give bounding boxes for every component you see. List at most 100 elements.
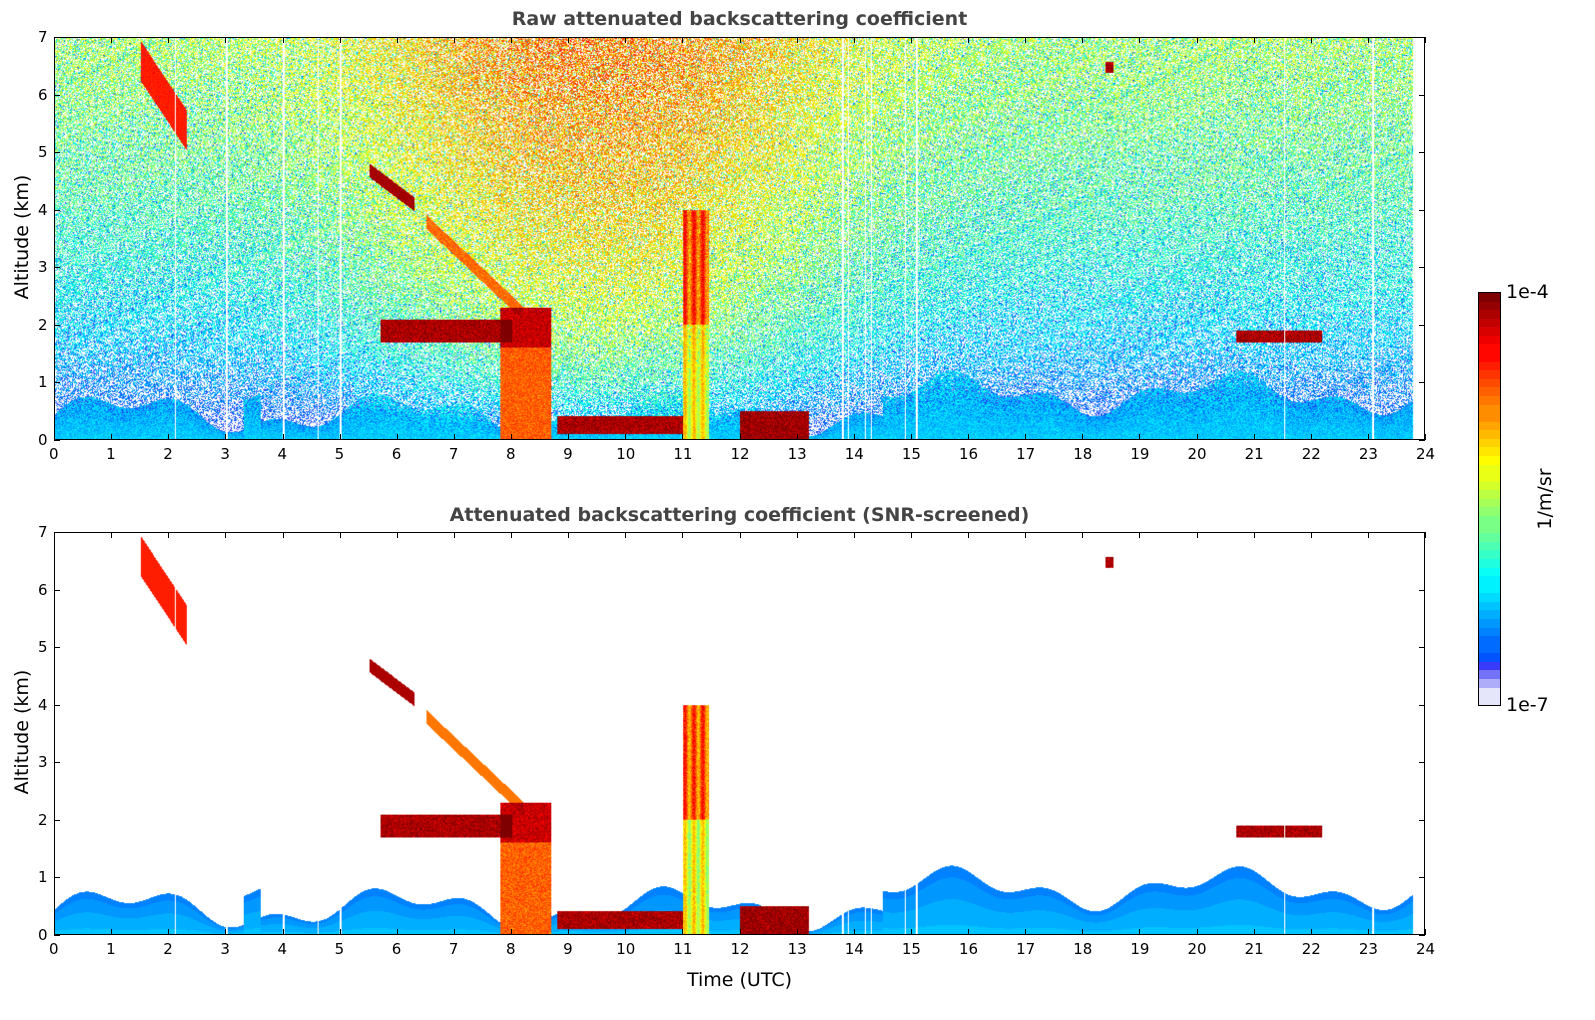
x-tick-mark xyxy=(511,929,512,935)
y-tick-mark xyxy=(1419,382,1425,384)
x-tick-mark xyxy=(796,37,798,43)
x-tick-mark xyxy=(568,532,570,538)
x-tick-mark xyxy=(968,37,969,43)
x-tick-label: 20 xyxy=(1187,940,1207,958)
y-tick-label: 7 xyxy=(38,28,48,46)
x-tick-mark xyxy=(682,532,684,538)
x-tick-mark xyxy=(339,532,341,538)
x-tick-label: 14 xyxy=(844,445,864,463)
x-tick-mark xyxy=(1310,929,1312,935)
x-tick-mark xyxy=(282,434,284,440)
x-tick-mark xyxy=(739,532,741,538)
colorbar-swatch xyxy=(1479,404,1500,414)
x-axis-label: Time (UTC) xyxy=(686,969,793,991)
x-tick-mark xyxy=(968,929,969,935)
y-tick-mark xyxy=(54,532,60,533)
y-tick-mark xyxy=(54,324,60,326)
raw-heatmap xyxy=(54,37,1425,440)
x-tick-mark xyxy=(1425,37,1426,43)
x-tick-mark xyxy=(396,37,398,43)
x-tick-mark xyxy=(796,929,798,935)
colorbar-swatch xyxy=(1479,310,1500,319)
colorbar-swatch xyxy=(1479,524,1500,534)
x-tick-mark xyxy=(1253,532,1255,538)
x-tick-mark xyxy=(453,434,455,440)
y-tick-mark xyxy=(54,589,60,591)
x-tick-mark xyxy=(968,532,969,538)
x-tick-mark xyxy=(168,37,170,43)
x-tick-mark xyxy=(1425,532,1426,538)
x-tick-label: 2 xyxy=(163,445,173,463)
x-tick-mark xyxy=(625,929,627,935)
y-tick-label: 5 xyxy=(38,143,48,162)
colorbar-swatch xyxy=(1479,344,1500,354)
y-tick-label: 3 xyxy=(38,258,48,277)
colorbar-swatch xyxy=(1479,473,1500,482)
x-tick-label: 7 xyxy=(448,940,459,958)
x-tick-mark xyxy=(910,434,912,440)
x-tick-label: 0 xyxy=(49,940,59,958)
x-tick-label: 3 xyxy=(220,445,230,463)
y-tick-mark xyxy=(54,382,60,384)
x-tick-mark xyxy=(225,532,227,538)
x-tick-label: 0 xyxy=(49,445,59,463)
x-tick-label: 16 xyxy=(959,445,979,463)
x-tick-mark xyxy=(168,434,170,440)
y-tick-label: 7 xyxy=(38,523,48,541)
colorbar-swatch xyxy=(1479,413,1500,422)
x-tick-mark xyxy=(1253,929,1255,935)
x-tick-mark xyxy=(339,929,341,935)
y-tick-mark xyxy=(1419,324,1425,326)
x-tick-mark xyxy=(225,37,227,43)
x-tick-label: 6 xyxy=(391,940,402,958)
x-tick-mark xyxy=(453,37,455,43)
top-y-axis-label: Altitude (km) xyxy=(11,174,33,300)
bottom-plot-title: Attenuated backscattering coefficient (S… xyxy=(449,504,1030,526)
x-tick-mark xyxy=(568,434,570,440)
x-tick-mark xyxy=(739,929,741,935)
x-tick-mark xyxy=(910,532,912,538)
x-tick-mark xyxy=(1082,434,1084,440)
y-tick-mark xyxy=(54,647,60,649)
colorbar-swatch xyxy=(1479,644,1500,654)
x-tick-label: 8 xyxy=(506,445,516,463)
x-tick-mark xyxy=(796,532,798,538)
x-tick-label: 14 xyxy=(844,940,864,958)
y-tick-label: 4 xyxy=(38,200,48,219)
x-tick-label: 24 xyxy=(1416,445,1436,463)
x-tick-label: 8 xyxy=(506,940,516,958)
y-tick-label: 0 xyxy=(38,431,48,449)
y-tick-mark xyxy=(1419,152,1425,154)
x-tick-label: 10 xyxy=(616,940,636,958)
colorbar-swatch xyxy=(1479,421,1500,431)
x-tick-label: 16 xyxy=(959,940,979,958)
x-tick-label: 19 xyxy=(1130,940,1150,958)
x-tick-mark xyxy=(568,929,570,935)
colorbar-min-label: 1e-7 xyxy=(1506,694,1549,716)
colorbar-swatch xyxy=(1479,670,1500,680)
top-plot-title: Raw attenuated backscattering coefficien… xyxy=(511,8,968,30)
x-tick-mark xyxy=(853,929,855,935)
y-tick-mark xyxy=(1419,935,1425,936)
colorbar-swatch xyxy=(1479,318,1500,328)
x-tick-label: 13 xyxy=(787,940,807,958)
x-tick-label: 9 xyxy=(563,445,573,463)
x-tick-mark xyxy=(1139,532,1141,538)
x-tick-mark xyxy=(511,532,512,538)
x-tick-label: 5 xyxy=(334,445,345,463)
y-tick-label: 2 xyxy=(38,810,48,829)
x-tick-label: 3 xyxy=(220,940,230,958)
x-tick-label: 21 xyxy=(1244,940,1264,958)
y-tick-mark xyxy=(1419,762,1425,764)
x-tick-mark xyxy=(1425,434,1426,440)
x-tick-mark xyxy=(1367,532,1369,538)
colorbar-swatch xyxy=(1479,507,1500,517)
y-tick-mark xyxy=(1419,877,1425,879)
y-tick-mark xyxy=(1419,440,1425,441)
y-tick-label: 1 xyxy=(38,868,48,887)
x-tick-label: 22 xyxy=(1301,445,1321,463)
x-tick-mark xyxy=(853,37,855,43)
x-tick-mark xyxy=(111,532,113,538)
x-tick-mark xyxy=(225,434,227,440)
x-tick-mark xyxy=(1196,929,1198,935)
